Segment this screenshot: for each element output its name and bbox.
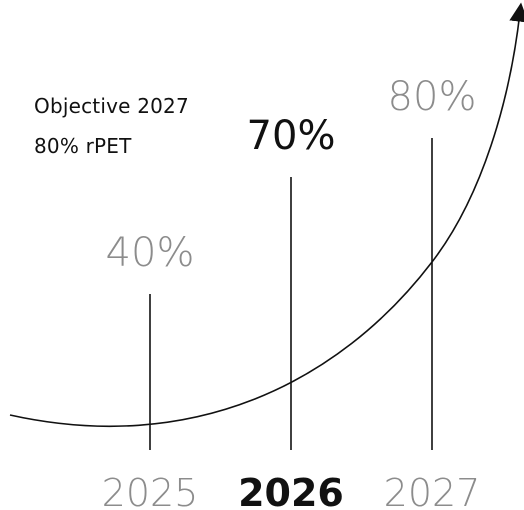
- year-label-2026: 2026: [238, 471, 344, 510]
- year-labels: 2025 2026 2027: [102, 471, 481, 510]
- year-label-2027: 2027: [384, 471, 481, 510]
- value-label-2026: 70%: [247, 113, 336, 159]
- value-labels: 40% 70% 80%: [106, 74, 477, 276]
- year-label-2025: 2025: [102, 471, 199, 510]
- trend-curve: [9, 2, 524, 427]
- objective-subtitle: 80% rPET: [34, 134, 132, 158]
- value-label-2025: 40%: [106, 230, 195, 276]
- value-label-2027: 80%: [388, 74, 477, 120]
- objective-note: Objective 2027 80% rPET: [34, 86, 189, 166]
- objective-title: Objective 2027: [34, 94, 189, 118]
- value-bars: [149, 138, 433, 450]
